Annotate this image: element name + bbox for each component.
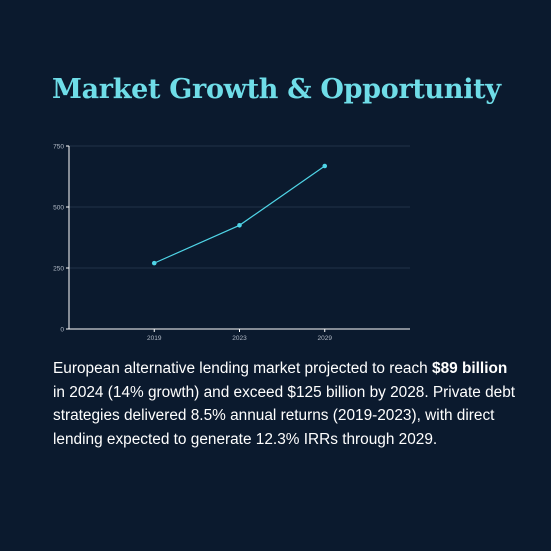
description-highlight: $89 billion bbox=[432, 360, 508, 377]
y-tick-label: 750 bbox=[53, 144, 64, 151]
description-paragraph: European alternative lending market proj… bbox=[53, 357, 523, 451]
x-tick-label: 2019 bbox=[147, 335, 162, 340]
x-tick-label: 2023 bbox=[232, 335, 247, 340]
description-text-start: European alternative lending market proj… bbox=[53, 360, 433, 377]
data-point bbox=[322, 163, 328, 169]
page-title: Market Growth & Opportunity bbox=[52, 74, 501, 105]
y-tick-label: 0 bbox=[60, 327, 64, 334]
line-chart: 0 250 500 750 2019 2023 2029 bbox=[53, 144, 410, 340]
y-tick-label: 500 bbox=[53, 205, 64, 212]
data-point bbox=[237, 223, 242, 228]
data-point bbox=[151, 260, 157, 266]
series-line bbox=[154, 165, 326, 264]
y-tick-label: 250 bbox=[53, 266, 64, 273]
description-text-end: in 2024 (14% growth) and exceed $125 bil… bbox=[53, 383, 516, 448]
x-tick-label: 2029 bbox=[318, 335, 333, 340]
